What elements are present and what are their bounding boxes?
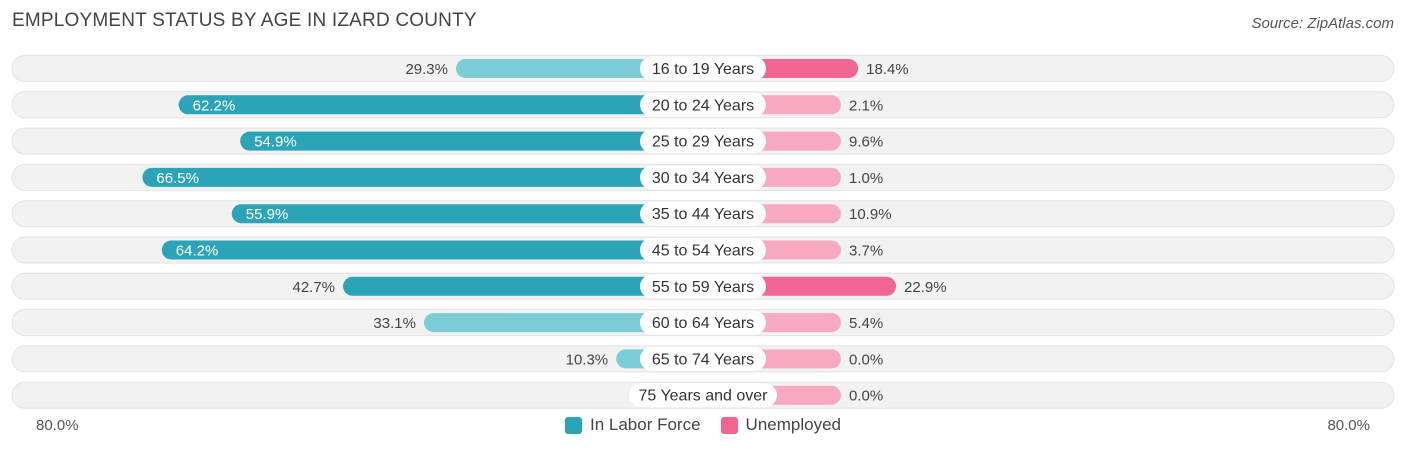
value-label-labor-force: 64.2% [176, 243, 219, 260]
category-pill [640, 56, 766, 81]
bar-labor-force [240, 131, 703, 151]
bar-labor-force [231, 204, 703, 224]
category-label: 35 to 44 Years [652, 206, 754, 223]
legend-label-labor-force: In Labor Force [589, 415, 701, 434]
category-pill [640, 310, 766, 335]
category-label: 30 to 34 Years [652, 170, 754, 187]
value-label-unemployed: 5.4% [849, 315, 883, 332]
legend-item-labor-force: In Labor Force [564, 415, 701, 435]
value-label-unemployed: 9.6% [849, 134, 883, 151]
legend: In Labor Force Unemployed [0, 415, 1406, 435]
value-label-labor-force: 66.5% [156, 170, 199, 187]
category-pill [640, 92, 766, 117]
value-label-unemployed: 2.1% [849, 97, 883, 114]
category-label: 45 to 54 Years [652, 243, 754, 260]
value-label-labor-force: 29.3% [405, 61, 448, 78]
category-label: 25 to 29 Years [652, 134, 754, 151]
category-pill [640, 129, 766, 154]
value-label-labor-force: 42.7% [292, 279, 335, 296]
value-label-labor-force: 10.3% [566, 351, 609, 368]
category-pill [640, 346, 766, 371]
value-label-labor-force: 55.9% [246, 206, 289, 223]
value-label-unemployed: 3.7% [849, 243, 883, 260]
value-label-unemployed: 10.9% [849, 206, 892, 223]
source-label: Source: ZipAtlas.com [1251, 15, 1394, 32]
category-label: 55 to 59 Years [652, 279, 754, 296]
category-label: 75 Years and over [639, 388, 769, 405]
category-pill [640, 165, 766, 190]
bar-labor-force [343, 276, 703, 296]
value-label-unemployed: 0.0% [849, 351, 883, 368]
category-label: 16 to 19 Years [652, 61, 754, 78]
bar-labor-force [161, 240, 703, 260]
bar-labor-force [423, 313, 703, 333]
value-label-unemployed: 1.0% [849, 170, 883, 187]
category-pill [640, 238, 766, 262]
category-label: 65 to 74 Years [652, 351, 754, 368]
category-label: 60 to 64 Years [652, 315, 754, 332]
value-label-labor-force: 62.2% [193, 97, 236, 114]
axis-left-label: 80.0% [36, 417, 79, 434]
legend-item-unemployed: Unemployed [720, 415, 841, 435]
legend-label-unemployed: Unemployed [745, 415, 841, 434]
category-pill [640, 201, 766, 226]
value-label-unemployed: 18.4% [866, 61, 909, 78]
bar-labor-force [142, 167, 703, 187]
value-label-unemployed: 0.0% [849, 388, 883, 405]
category-pill [629, 383, 777, 408]
chart-title: EMPLOYMENT STATUS BY AGE IN IZARD COUNTY [12, 10, 477, 31]
legend-swatch-labor-force [564, 416, 582, 434]
value-label-labor-force: 33.1% [373, 315, 416, 332]
bar-labor-force [178, 95, 704, 115]
value-label-unemployed: 22.9% [904, 279, 947, 296]
category-label: 20 to 24 Years [652, 97, 754, 114]
legend-swatch-unemployed [720, 416, 738, 434]
category-pill [640, 274, 766, 299]
axis-right-label: 80.0% [1327, 417, 1370, 434]
value-label-labor-force: 54.9% [254, 134, 297, 151]
